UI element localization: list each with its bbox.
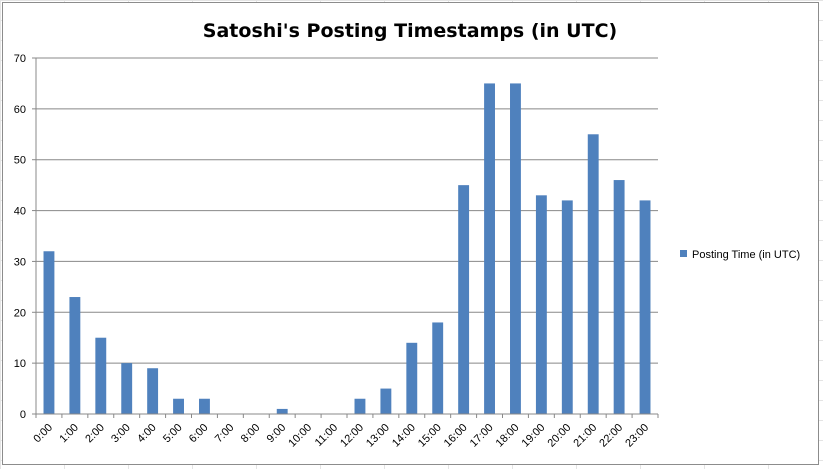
y-tick-label: 50 — [14, 155, 26, 167]
x-tick-label: 14:00 — [390, 422, 418, 450]
bar-22-00 — [613, 180, 625, 414]
x-tick-label: 11:00 — [313, 422, 340, 449]
x-tick-label: 19:00 — [520, 422, 548, 450]
legend-label: Posting Time (in UTC) — [692, 249, 800, 261]
bar-14-00 — [406, 342, 418, 414]
x-tick-label: 13:00 — [364, 422, 392, 450]
x-tick-label: 5:00 — [161, 422, 185, 446]
x-tick-label: 9:00 — [265, 422, 289, 446]
x-tick-label: 21:00 — [571, 422, 599, 450]
x-tick-label: 20:00 — [545, 422, 573, 450]
bar-17-00 — [484, 83, 495, 414]
y-tick-label: 10 — [14, 358, 26, 370]
x-tick-label: 7:00 — [213, 422, 237, 446]
x-tick-label: 23:00 — [623, 422, 651, 450]
x-tick-label: 1:00 — [57, 422, 81, 446]
y-tick-label: 0 — [20, 409, 26, 421]
legend-swatch — [680, 250, 687, 257]
x-tick-label: 8:00 — [239, 422, 263, 446]
bar-15-00 — [432, 322, 444, 414]
x-tick-label: 10:00 — [286, 422, 314, 450]
y-tick-label: 20 — [14, 307, 26, 319]
bar-20-00 — [561, 200, 573, 414]
y-tick-label: 70 — [14, 53, 26, 65]
x-tick-label: 2:00 — [83, 422, 107, 446]
bar-18-00 — [510, 83, 521, 414]
bar-0-00 — [43, 251, 55, 414]
bar-13-00 — [380, 388, 392, 414]
x-tick-label: 16:00 — [442, 422, 470, 450]
bar-23-00 — [639, 200, 651, 414]
bar-21-00 — [587, 134, 599, 415]
y-tick-label: 60 — [14, 104, 26, 116]
bar-3-00 — [121, 363, 133, 414]
gridlines — [36, 57, 658, 364]
x-tick-label: 22:00 — [597, 422, 625, 450]
bar-6-00 — [199, 398, 210, 414]
x-tick-label: 15:00 — [416, 422, 444, 450]
x-tick-label: 12:00 — [338, 422, 366, 450]
x-tick-label: 3:00 — [109, 422, 133, 446]
bar-19-00 — [535, 195, 547, 414]
bar-2-00 — [95, 337, 107, 414]
legend: Posting Time (in UTC) — [680, 249, 800, 261]
y-tick-label: 40 — [14, 206, 26, 218]
bar-5-00 — [173, 398, 184, 414]
y-tick-label: 30 — [14, 256, 26, 268]
axes: 0 10 20 30 40 50 60 70 0:00 1:00 2:00 3:00 4:00 5:00 6… — [14, 53, 659, 450]
x-tick-label: 6:00 — [187, 422, 211, 446]
x-tick-label: 18:00 — [494, 422, 522, 450]
bar-9-00 — [276, 408, 288, 414]
bar-1-00 — [69, 297, 81, 414]
bar-12-00 — [354, 398, 366, 414]
chart-title: Satoshi's Posting Timestamps (in UTC) — [203, 20, 617, 42]
x-tick-label: 4:00 — [135, 422, 159, 446]
bar-4-00 — [147, 368, 159, 414]
x-tick-label: 0:00 — [31, 422, 55, 446]
bars — [43, 83, 651, 415]
bar-16-00 — [458, 185, 470, 414]
x-tick-label: 17:00 — [468, 422, 496, 450]
